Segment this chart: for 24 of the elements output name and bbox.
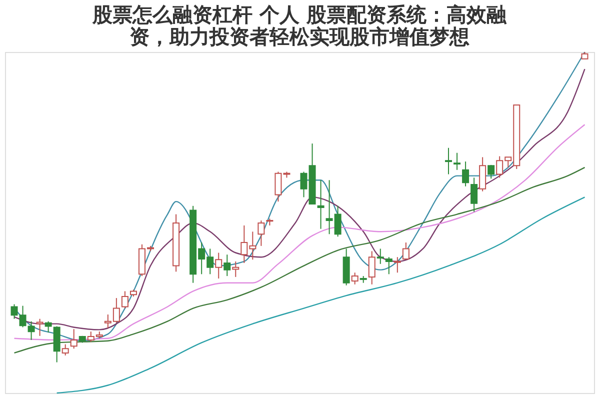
candlestick [470,177,478,212]
candlestick [488,164,495,180]
candlestick [402,242,410,260]
candlestick [479,156,486,192]
candlestick [215,252,222,280]
candlestick [445,147,452,175]
candlestick [462,161,470,187]
candlestick [224,254,231,277]
candlestick [376,248,384,264]
text: 资，助力投资者轻松实现股市增值梦想 [130,24,470,48]
candlestick [36,318,44,336]
candlestick [121,290,128,309]
candlestick [232,260,240,278]
candlestick [454,152,461,170]
candlestick [351,272,358,285]
candlestick [70,328,78,350]
candlestick [62,344,69,356]
candlestick [394,256,401,274]
candlestick [317,180,324,230]
candlestick [368,250,376,285]
text: 股票怎么融资杠杆 个人 股票配资系统：高效融 [92,2,506,26]
candlestick [258,220,265,246]
candlestick [385,256,392,275]
candlestick [28,320,35,340]
